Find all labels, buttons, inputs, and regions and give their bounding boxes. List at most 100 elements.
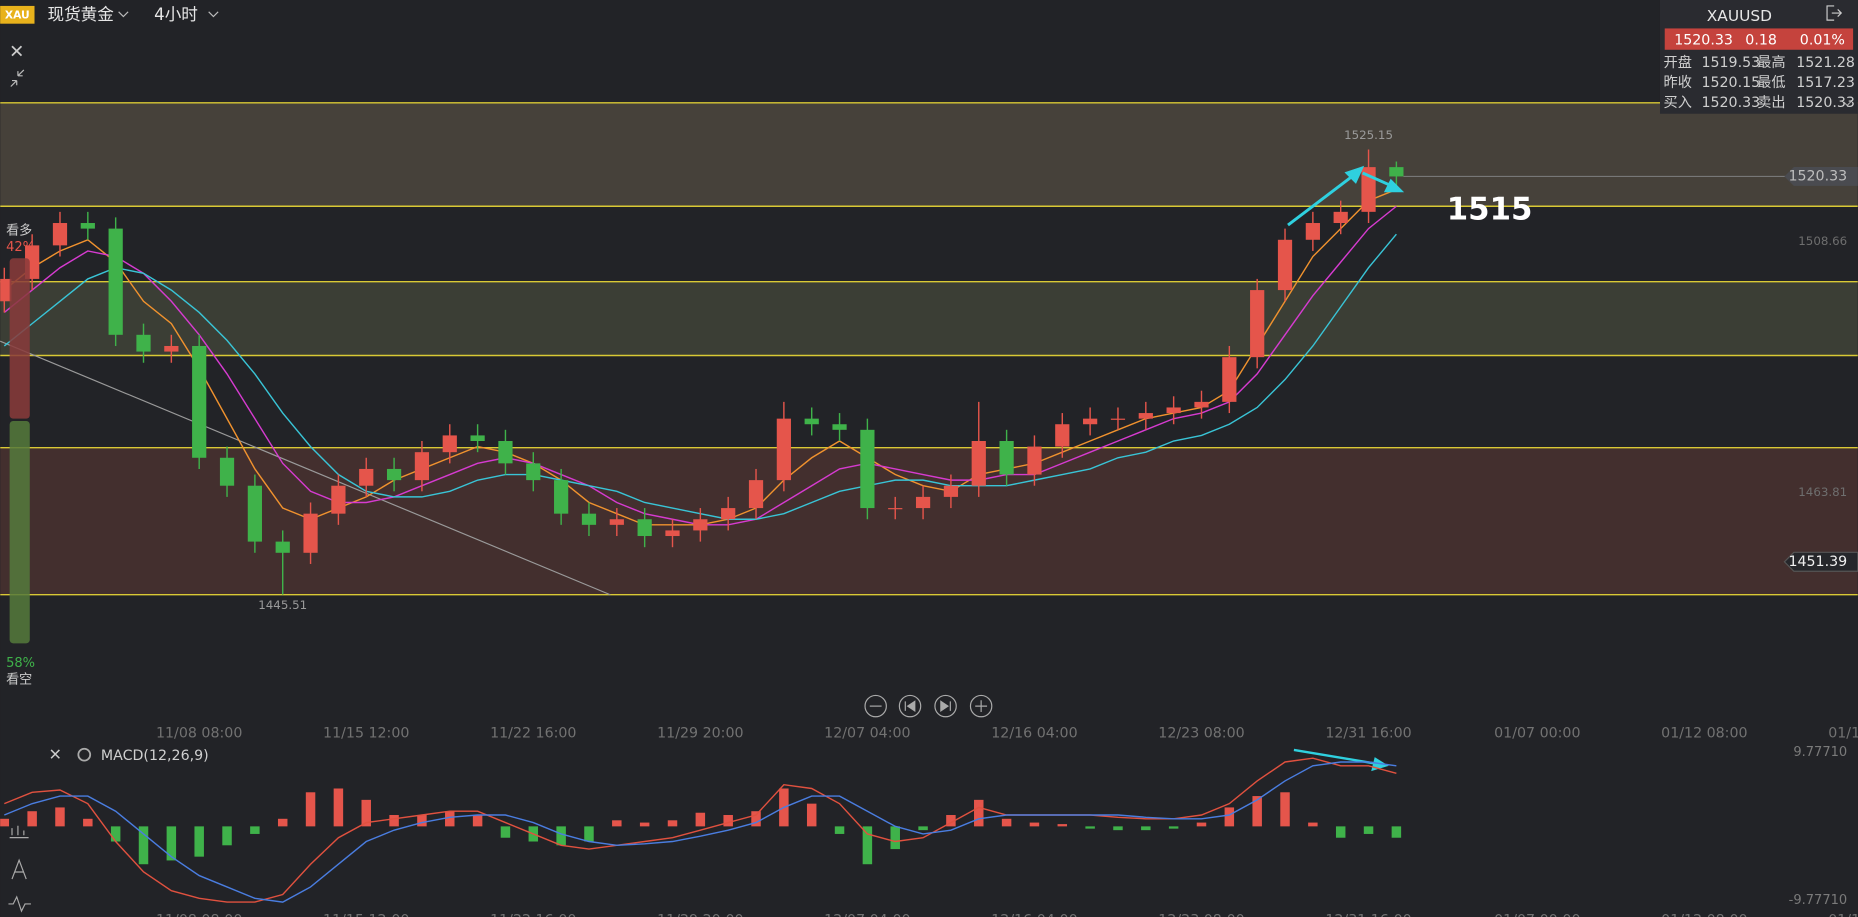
- x-tick-label: 11/22 16:00: [490, 913, 576, 917]
- x-tick-label: 01/1: [1828, 725, 1858, 741]
- candle-body: [1389, 167, 1404, 177]
- top-bar: XAU 现货黄金 4小时: [0, 5, 219, 87]
- macd-bar: [417, 815, 427, 827]
- candle-body: [1250, 290, 1265, 358]
- dropdown[interactable]: [208, 11, 219, 18]
- x-tick-label: 01/07 00:00: [1494, 725, 1580, 741]
- candle-body: [609, 519, 624, 525]
- close-button[interactable]: [11, 45, 23, 57]
- quote-value: 1521.28: [1796, 55, 1855, 71]
- sentiment-bar: [9, 258, 30, 419]
- price-tag: [1784, 166, 1858, 186]
- x-tick-label: 11/22 16:00: [490, 725, 576, 741]
- quote-price: 1520.33: [1674, 32, 1733, 48]
- quote-label: 昨收: [1664, 74, 1692, 91]
- candle-body: [943, 485, 959, 497]
- macd-bar: [556, 826, 566, 846]
- macd-bar: [1113, 826, 1123, 831]
- x-tick-label: 12/07 04:00: [824, 913, 910, 917]
- macd-bar: [1280, 792, 1290, 827]
- macd-bar: [612, 820, 622, 827]
- expand[interactable]: [1843, 101, 1852, 107]
- scroll-start[interactable]: [898, 694, 922, 718]
- tool-icon[interactable]: [11, 858, 27, 880]
- macd-bar: [1057, 824, 1068, 827]
- quote-value: 1520.33: [1796, 95, 1855, 111]
- candle-body: [359, 468, 374, 486]
- sentiment-bar: [9, 420, 30, 644]
- x-tick-label: 01/1: [1828, 913, 1858, 917]
- candle-body: [1055, 424, 1070, 447]
- high-label: 1525.15: [1344, 128, 1393, 142]
- tool-icon[interactable]: [8, 895, 31, 913]
- macd-bar: [751, 811, 761, 827]
- price-tag-label: 1520.33: [1788, 168, 1847, 184]
- macd-pane: [0, 757, 1402, 903]
- candle-body: [832, 424, 847, 430]
- macd-dea: [4, 761, 1397, 903]
- candle-body: [275, 541, 290, 553]
- bull-label: 看多: [6, 223, 32, 239]
- x-tick-label: 11/08 08:00: [156, 725, 242, 741]
- level-annotation: 1515: [1447, 191, 1533, 227]
- candle-body: [554, 480, 569, 514]
- zoom-out[interactable]: [864, 694, 887, 718]
- zone: [0, 281, 1858, 356]
- dropdown[interactable]: [118, 11, 129, 18]
- settings[interactable]: [77, 747, 92, 762]
- candle-body: [721, 508, 736, 520]
- symbol-name[interactable]: 现货黄金: [48, 5, 115, 24]
- candle-body: [1194, 401, 1209, 408]
- icon: [940, 700, 951, 712]
- macd-bar: [667, 820, 678, 827]
- macd-bar: [1252, 796, 1262, 827]
- macd-bar: [333, 788, 344, 827]
- candle-body: [915, 496, 931, 509]
- x-tick-label: 12/31 16:00: [1325, 913, 1411, 917]
- x-tick-label: 01/12 08:00: [1661, 913, 1747, 917]
- candle-body: [971, 441, 986, 486]
- timeframe[interactable]: 4小时: [154, 5, 198, 24]
- macd-bar: [389, 815, 399, 827]
- macd-bar: [1335, 826, 1346, 838]
- collapse-button[interactable]: [10, 69, 25, 87]
- price-tag-label: 1451.39: [1788, 554, 1847, 570]
- macd-bar: [862, 826, 873, 865]
- close-indicator[interactable]: [50, 749, 60, 759]
- candle-body: [776, 418, 791, 481]
- candle-body: [526, 463, 541, 481]
- candle-body: [1277, 239, 1293, 291]
- macd-bar: [1391, 826, 1402, 838]
- candle-body: [1083, 418, 1098, 425]
- macd-bar: [1029, 822, 1040, 827]
- x-tick-label: 11/29 20:00: [657, 913, 743, 917]
- arrow-head: [1383, 178, 1405, 193]
- macd-bar: [1001, 818, 1012, 827]
- candle-body: [498, 441, 513, 464]
- price-pane: [0, 149, 1404, 595]
- scroll-end[interactable]: [934, 694, 957, 718]
- macd-bar: [27, 811, 37, 827]
- x-tick-label: 12/31 16:00: [1325, 725, 1411, 741]
- candle-body: [52, 223, 68, 246]
- macd-bar: [138, 826, 149, 865]
- macd-bar: [222, 826, 232, 846]
- candle-body: [414, 452, 430, 481]
- macd-bar: [695, 812, 706, 827]
- panel-bg: [1659, 0, 1858, 114]
- candle-body: [136, 334, 151, 352]
- macd-header: MACD(12,26,9): [8, 747, 209, 913]
- x-tick-label: 12/23 08:00: [1158, 725, 1244, 741]
- macd-bar: [110, 826, 121, 842]
- candle-body: [164, 345, 179, 352]
- macd-bar: [834, 826, 845, 834]
- bear-label: 看空: [6, 672, 32, 688]
- zoom-in[interactable]: [969, 694, 993, 718]
- tool-icon[interactable]: [9, 825, 29, 839]
- exit-icon[interactable]: [1826, 5, 1843, 21]
- bear-value: 58%: [6, 656, 35, 671]
- macd-bar: [500, 826, 511, 838]
- axes: 1508.66 1463.81 11/08 08:00 11/08 08:00 11/1…: [156, 128, 1858, 917]
- candle-body: [219, 457, 235, 486]
